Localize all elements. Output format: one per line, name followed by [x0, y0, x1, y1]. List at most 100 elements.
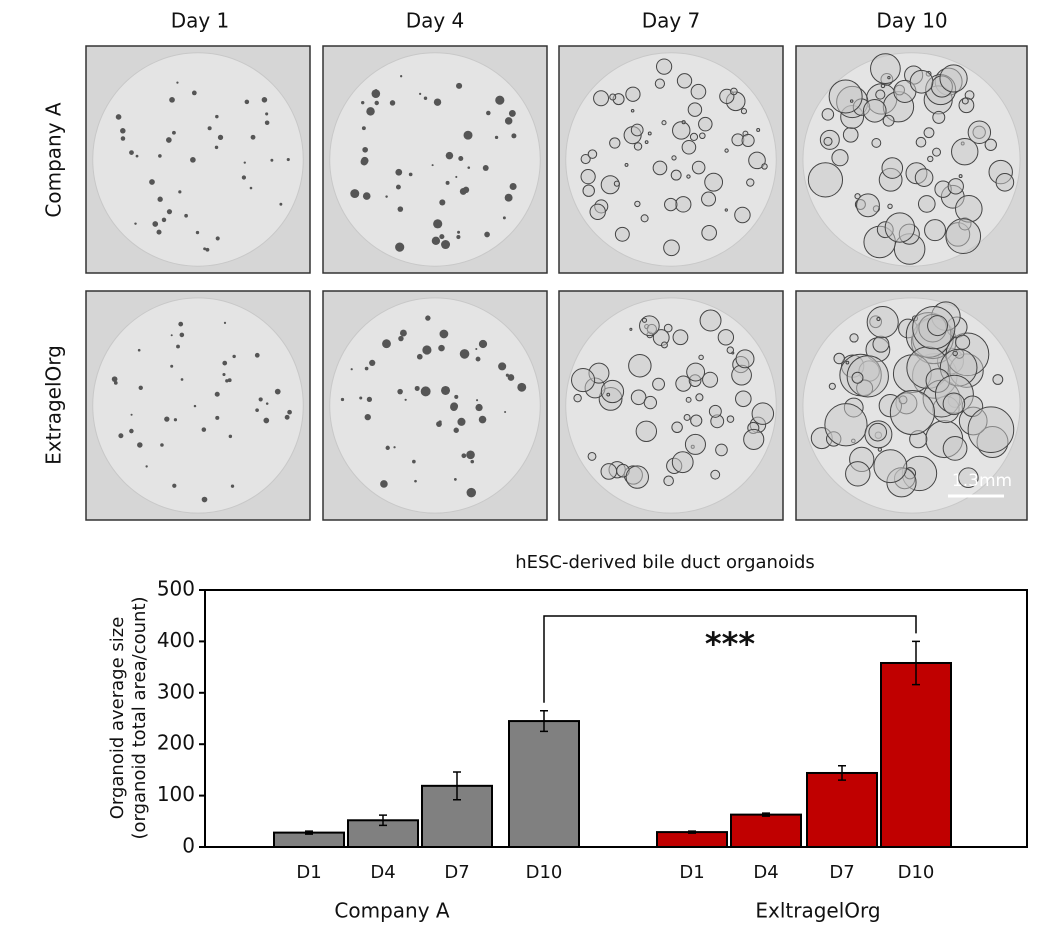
- organoid: [258, 397, 263, 402]
- error-bar: [688, 830, 696, 834]
- organoid: [450, 403, 458, 412]
- organoid: [630, 389, 647, 406]
- organoid: [244, 99, 250, 105]
- organoid: [478, 415, 487, 424]
- organoid: [828, 382, 836, 390]
- organoid: [120, 128, 126, 134]
- organoid: [924, 219, 947, 242]
- organoid: [475, 356, 481, 362]
- organoid: [751, 402, 775, 425]
- organoid: [672, 121, 691, 140]
- organoid: [395, 184, 401, 190]
- organoid: [606, 392, 611, 397]
- organoid: [495, 95, 505, 105]
- error-bar: [838, 765, 846, 781]
- y-axis-label: (organoid total area/count): [129, 596, 150, 839]
- organoid: [130, 413, 133, 416]
- organoid: [137, 348, 141, 352]
- organoid: [475, 403, 483, 412]
- x-tick-label: D10: [898, 862, 935, 883]
- organoid: [917, 195, 936, 213]
- organoid: [856, 193, 880, 218]
- organoid: [939, 64, 968, 93]
- organoid: [932, 110, 946, 124]
- well: [565, 297, 777, 514]
- organoid: [699, 132, 706, 140]
- organoid: [684, 433, 706, 455]
- error-bar: [912, 640, 920, 686]
- organoid: [735, 349, 755, 369]
- organoid: [613, 180, 620, 187]
- organoid: [340, 397, 345, 402]
- organoid: [498, 362, 507, 371]
- organoid: [404, 398, 407, 401]
- x-tick-label: D1: [679, 862, 704, 883]
- organoid: [702, 371, 719, 388]
- organoid: [120, 136, 126, 141]
- organoid: [420, 386, 431, 397]
- organoid: [431, 164, 434, 167]
- organoid: [225, 379, 229, 383]
- organoid: [731, 351, 735, 355]
- well: [92, 52, 304, 267]
- organoid: [882, 114, 895, 127]
- organoid: [868, 422, 888, 442]
- organoid: [828, 79, 863, 114]
- organoid: [457, 230, 461, 234]
- organoid: [877, 447, 883, 452]
- organoid: [176, 344, 180, 349]
- organoid: [184, 213, 188, 218]
- organoid: [478, 339, 488, 349]
- organoid: [967, 406, 1015, 454]
- organoid: [872, 335, 890, 353]
- chart-title: hESC-derived bile duct organoids: [515, 552, 815, 573]
- organoid: [436, 421, 442, 427]
- organoid: [951, 137, 979, 166]
- bar: [656, 831, 728, 848]
- organoid: [456, 234, 461, 240]
- organoid: [508, 109, 516, 117]
- organoid: [250, 134, 256, 140]
- organoid: [172, 130, 176, 135]
- organoid: [287, 409, 292, 415]
- organoid: [681, 139, 697, 155]
- organoid: [947, 178, 964, 195]
- organoid: [157, 196, 163, 202]
- organoid: [255, 408, 259, 413]
- organoid: [274, 388, 281, 395]
- organoid: [582, 184, 595, 197]
- organoid: [635, 420, 658, 442]
- organoid: [691, 160, 706, 175]
- organoid: [215, 236, 220, 241]
- organoid: [955, 195, 983, 223]
- organoid: [350, 189, 360, 199]
- organoid: [395, 242, 405, 252]
- organoid: [366, 396, 373, 402]
- error-bar: [762, 812, 770, 817]
- organoid: [161, 217, 167, 223]
- organoid: [369, 359, 376, 367]
- organoid: [360, 158, 368, 166]
- error-bar: [453, 771, 461, 801]
- organoid: [115, 114, 122, 120]
- organoid: [945, 218, 982, 255]
- organoid: [502, 216, 506, 220]
- organoid: [486, 110, 491, 116]
- organoid: [414, 385, 420, 391]
- organoid: [494, 135, 499, 140]
- organoid: [152, 221, 159, 227]
- organoid: [630, 123, 644, 137]
- organoid: [915, 136, 927, 148]
- organoid: [470, 459, 475, 464]
- organoid: [398, 335, 404, 342]
- organoid: [600, 379, 625, 404]
- organoid: [580, 169, 596, 185]
- organoid: [726, 415, 735, 423]
- organoid: [571, 368, 596, 393]
- organoid: [643, 395, 658, 410]
- organoid: [573, 393, 582, 403]
- organoid: [205, 247, 210, 252]
- organoid: [704, 172, 724, 192]
- organoid: [958, 467, 979, 489]
- organoid: [748, 151, 766, 170]
